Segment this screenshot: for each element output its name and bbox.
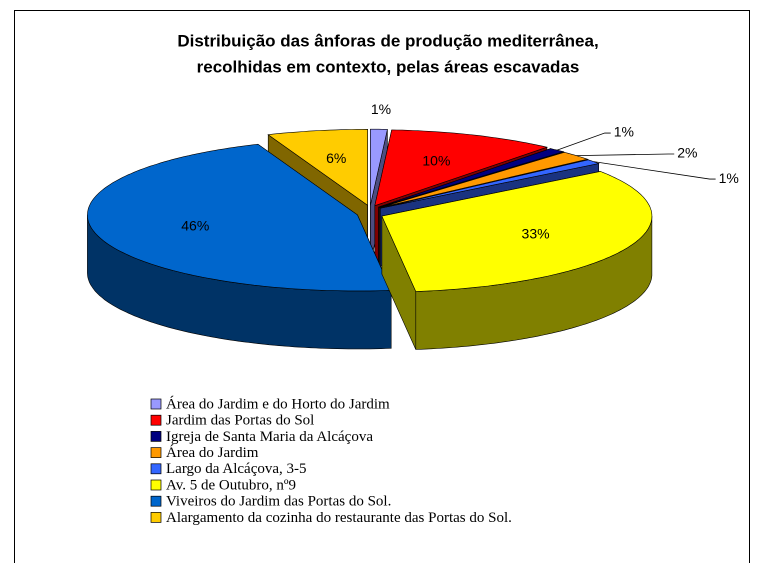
- data-label: 1%: [371, 101, 391, 117]
- legend-swatch: [150, 495, 162, 507]
- chart-title: Distribuição das ânforas de produção med…: [177, 31, 598, 50]
- legend-swatch: [150, 447, 162, 458]
- data-label: 1%: [614, 124, 634, 140]
- slice-top: [267, 128, 368, 206]
- data-label: 33%: [522, 226, 550, 242]
- slice-top: [379, 151, 589, 208]
- chart-title: recolhidas em contexto, pelas áreas esca…: [197, 57, 580, 76]
- legend-label: Av. 5 de Outubro, nº9: [166, 477, 296, 493]
- legend-label: Área do Jardim: [166, 444, 259, 461]
- slice: [381, 171, 653, 350]
- legend-swatch: [150, 414, 162, 426]
- data-label: 46%: [181, 217, 209, 233]
- legend-swatch: [150, 479, 162, 491]
- legend-swatch: [150, 398, 162, 410]
- data-label: 2%: [677, 145, 697, 161]
- legend-label: Alargamento da cozinha do restaurante da…: [166, 510, 512, 526]
- slice: [87, 143, 392, 350]
- data-label: 10%: [422, 153, 450, 169]
- slice-top: [87, 143, 392, 292]
- legend-swatch: [150, 431, 162, 442]
- data-label: 1%: [719, 170, 739, 186]
- leader-line: [593, 161, 716, 180]
- legend-label: Igreja de Santa Maria da Alcáçova: [166, 429, 373, 445]
- leader-line: [557, 132, 611, 151]
- legend-swatch: [150, 512, 162, 523]
- slice-top: [381, 171, 653, 292]
- slice-top: [370, 128, 388, 206]
- data-label: 6%: [326, 150, 346, 166]
- slice-top: [380, 159, 600, 209]
- legend-label: Largo da Alcáçova, 3-5: [166, 461, 307, 477]
- legend-label: Jardim das Portas do Sol: [166, 413, 314, 429]
- legend-swatch: [150, 463, 162, 475]
- legend-label: Viveiros do Jardim das Portas do Sol.: [166, 494, 391, 510]
- slice-top: [374, 129, 548, 207]
- leader-line: [576, 153, 675, 157]
- legend-label: Área do Jardim e do Horto do Jardim: [166, 395, 390, 412]
